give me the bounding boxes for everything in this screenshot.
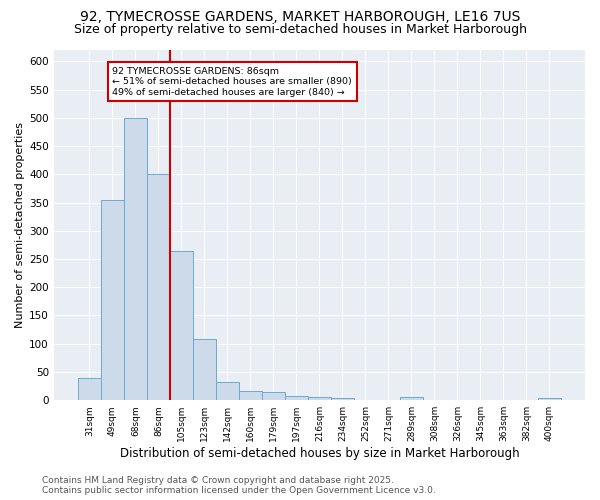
Bar xyxy=(216,382,239,400)
X-axis label: Distribution of semi-detached houses by size in Market Harborough: Distribution of semi-detached houses by … xyxy=(119,447,519,460)
Bar xyxy=(124,118,147,400)
Bar xyxy=(262,392,285,400)
Bar xyxy=(239,390,262,400)
Bar xyxy=(331,398,354,400)
Bar xyxy=(193,339,216,400)
Text: Contains HM Land Registry data © Crown copyright and database right 2025.
Contai: Contains HM Land Registry data © Crown c… xyxy=(42,476,436,495)
Bar xyxy=(101,200,124,400)
Bar xyxy=(308,398,331,400)
Text: 92 TYMECROSSE GARDENS: 86sqm
← 51% of semi-detached houses are smaller (890)
49%: 92 TYMECROSSE GARDENS: 86sqm ← 51% of se… xyxy=(112,67,352,96)
Bar xyxy=(538,398,561,400)
Text: 92, TYMECROSSE GARDENS, MARKET HARBOROUGH, LE16 7US: 92, TYMECROSSE GARDENS, MARKET HARBOROUG… xyxy=(80,10,520,24)
Bar xyxy=(285,396,308,400)
Bar xyxy=(170,250,193,400)
Y-axis label: Number of semi-detached properties: Number of semi-detached properties xyxy=(15,122,25,328)
Text: Size of property relative to semi-detached houses in Market Harborough: Size of property relative to semi-detach… xyxy=(74,22,527,36)
Bar xyxy=(147,174,170,400)
Bar xyxy=(78,378,101,400)
Bar xyxy=(400,398,423,400)
